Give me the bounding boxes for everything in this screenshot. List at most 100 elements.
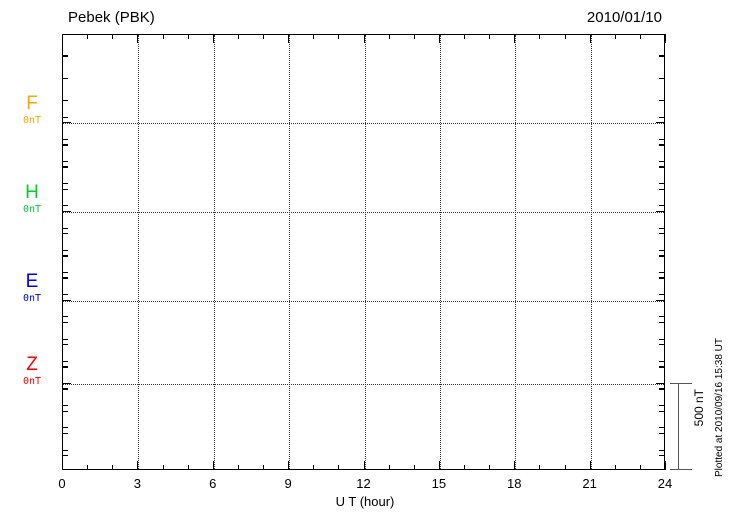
axis-tick	[639, 34, 641, 39]
axis-tick	[659, 167, 665, 168]
axis-tick	[62, 100, 68, 101]
x-tick-label: 15	[431, 476, 447, 491]
axis-tick	[514, 461, 516, 470]
baseline-gridline-e	[63, 301, 664, 302]
axis-tick	[659, 55, 665, 56]
axis-tick	[589, 461, 591, 470]
axis-tick	[212, 461, 214, 470]
axis-tick	[659, 366, 665, 367]
axis-tick	[212, 34, 214, 43]
channel-baseline-f: 0nT	[22, 115, 42, 126]
axis-tick	[87, 465, 89, 470]
axis-tick	[62, 461, 63, 470]
axis-tick	[413, 465, 415, 470]
axis-tick	[659, 411, 665, 412]
axis-tick	[313, 465, 315, 470]
vertical-gridline	[213, 35, 215, 469]
axis-tick	[438, 461, 440, 470]
axis-tick	[659, 250, 665, 251]
axis-tick	[363, 461, 365, 470]
axis-tick	[464, 34, 465, 39]
axis-tick	[162, 465, 164, 470]
axis-tick	[62, 278, 68, 279]
axis-tick	[539, 34, 541, 39]
axis-tick	[659, 344, 665, 345]
axis-tick	[62, 322, 68, 323]
axis-tick	[62, 450, 68, 451]
axis-tick	[659, 256, 665, 257]
axis-tick	[62, 34, 63, 43]
axis-tick	[388, 34, 390, 39]
axis-tick	[659, 361, 665, 362]
axis-tick	[659, 189, 665, 190]
axis-tick	[659, 205, 665, 206]
axis-tick	[659, 405, 665, 406]
axis-tick	[62, 189, 68, 190]
axis-tick	[639, 465, 641, 470]
axis-tick	[288, 461, 290, 470]
vertical-gridline	[515, 35, 517, 469]
axis-tick	[659, 144, 665, 145]
axis-tick	[62, 433, 68, 434]
axis-tick	[187, 465, 189, 470]
scale-bar-bottom-cap	[670, 469, 692, 470]
axis-tick	[263, 34, 264, 39]
axis-tick	[62, 139, 68, 140]
axis-tick	[659, 388, 665, 389]
axis-tick	[614, 465, 616, 470]
channel-letter-z: Z	[26, 354, 38, 375]
x-tick-label: 24	[657, 476, 673, 491]
x-tick-label: 3	[133, 476, 141, 491]
vertical-gridline	[439, 35, 441, 469]
axis-tick	[62, 228, 68, 229]
axis-tick	[489, 34, 491, 39]
axis-tick	[539, 465, 541, 470]
channel-label-e: E 0nT	[9, 272, 55, 305]
axis-tick	[62, 255, 68, 256]
axis-tick	[62, 405, 68, 406]
x-tick-label: 6	[209, 476, 217, 491]
axis-tick	[137, 34, 139, 43]
axis-tick	[87, 34, 89, 39]
axis-tick	[62, 78, 68, 79]
axis-tick	[659, 233, 665, 234]
axis-tick	[589, 34, 591, 43]
axis-tick	[162, 34, 164, 39]
axis-tick	[665, 461, 666, 470]
channel-label-h: H 0nT	[9, 183, 55, 216]
axis-tick	[659, 450, 665, 451]
axis-tick	[187, 34, 189, 39]
channel-label-f: F 0nT	[9, 94, 55, 127]
axis-tick	[614, 34, 616, 39]
axis-tick	[659, 78, 665, 79]
axis-tick	[62, 383, 71, 384]
scale-bar-top-cap	[670, 383, 692, 384]
axis-tick	[62, 56, 68, 57]
axis-tick	[659, 433, 665, 434]
axis-tick	[62, 316, 68, 317]
axis-tick	[137, 461, 139, 470]
axis-tick	[659, 100, 665, 101]
axis-tick	[237, 34, 239, 39]
axis-tick	[62, 367, 68, 368]
axis-tick	[656, 211, 665, 212]
date-label: 2010/01/10	[586, 9, 662, 26]
axis-tick	[62, 144, 68, 145]
x-tick-label: 21	[582, 476, 597, 491]
axis-tick	[62, 300, 71, 301]
axis-tick	[62, 272, 68, 273]
axis-tick	[659, 322, 665, 323]
x-tick-label: 18	[507, 476, 522, 491]
axis-tick	[363, 34, 365, 43]
axis-tick	[62, 344, 68, 345]
axis-tick	[62, 411, 68, 412]
plot-area	[63, 35, 664, 469]
axis-tick	[659, 161, 665, 162]
axis-tick	[659, 316, 665, 317]
vertical-gridline	[138, 35, 140, 469]
axis-tick	[659, 278, 665, 279]
axis-tick	[62, 122, 71, 123]
x-axis-title: U T (hour)	[335, 494, 395, 509]
channel-label-z: Z 0nT	[9, 355, 55, 388]
axis-tick	[659, 166, 665, 167]
